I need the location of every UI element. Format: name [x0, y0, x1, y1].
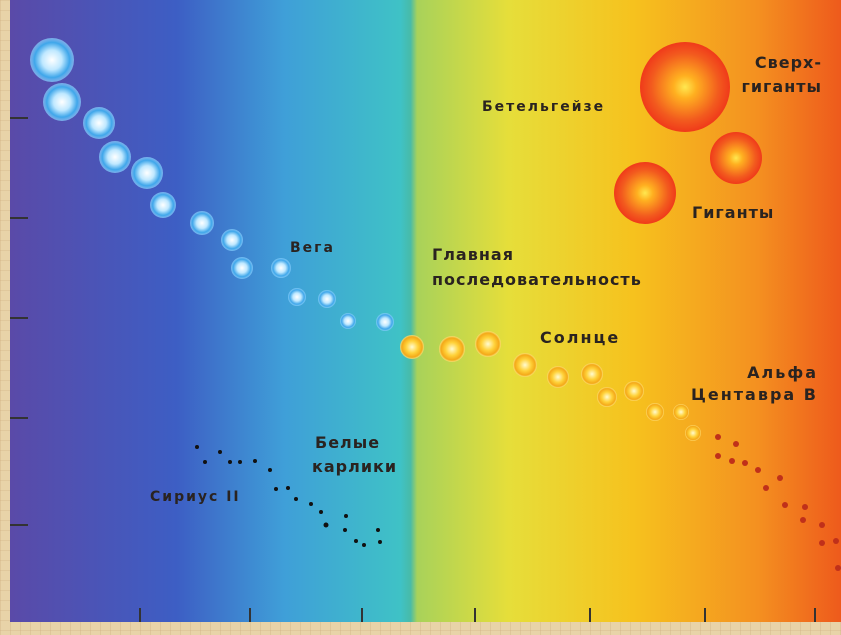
giant-stars: [614, 42, 762, 224]
label: Сириус II: [150, 489, 241, 505]
label: карлики: [312, 457, 397, 476]
red-dwarfs: [715, 434, 841, 571]
labels: Сверх- гиганты Бетельгейзе Гиганты Вега …: [150, 53, 822, 505]
label: Главная: [432, 245, 514, 264]
blue-stars: [30, 38, 394, 331]
label: гиганты: [741, 77, 822, 96]
label: Вега: [290, 240, 335, 256]
label: Бетельгейзе: [482, 99, 605, 115]
label: Солнце: [540, 328, 620, 347]
white-dwarfs: [195, 445, 382, 547]
yellow-stars: [400, 331, 701, 441]
label: Гиганты: [692, 203, 774, 222]
label: Центавра B: [691, 385, 818, 404]
ticks: [10, 117, 816, 622]
label: Сверх-: [755, 53, 822, 72]
label: Белые: [315, 433, 380, 452]
label: Альфа: [747, 363, 818, 382]
label: последовательность: [432, 270, 642, 289]
